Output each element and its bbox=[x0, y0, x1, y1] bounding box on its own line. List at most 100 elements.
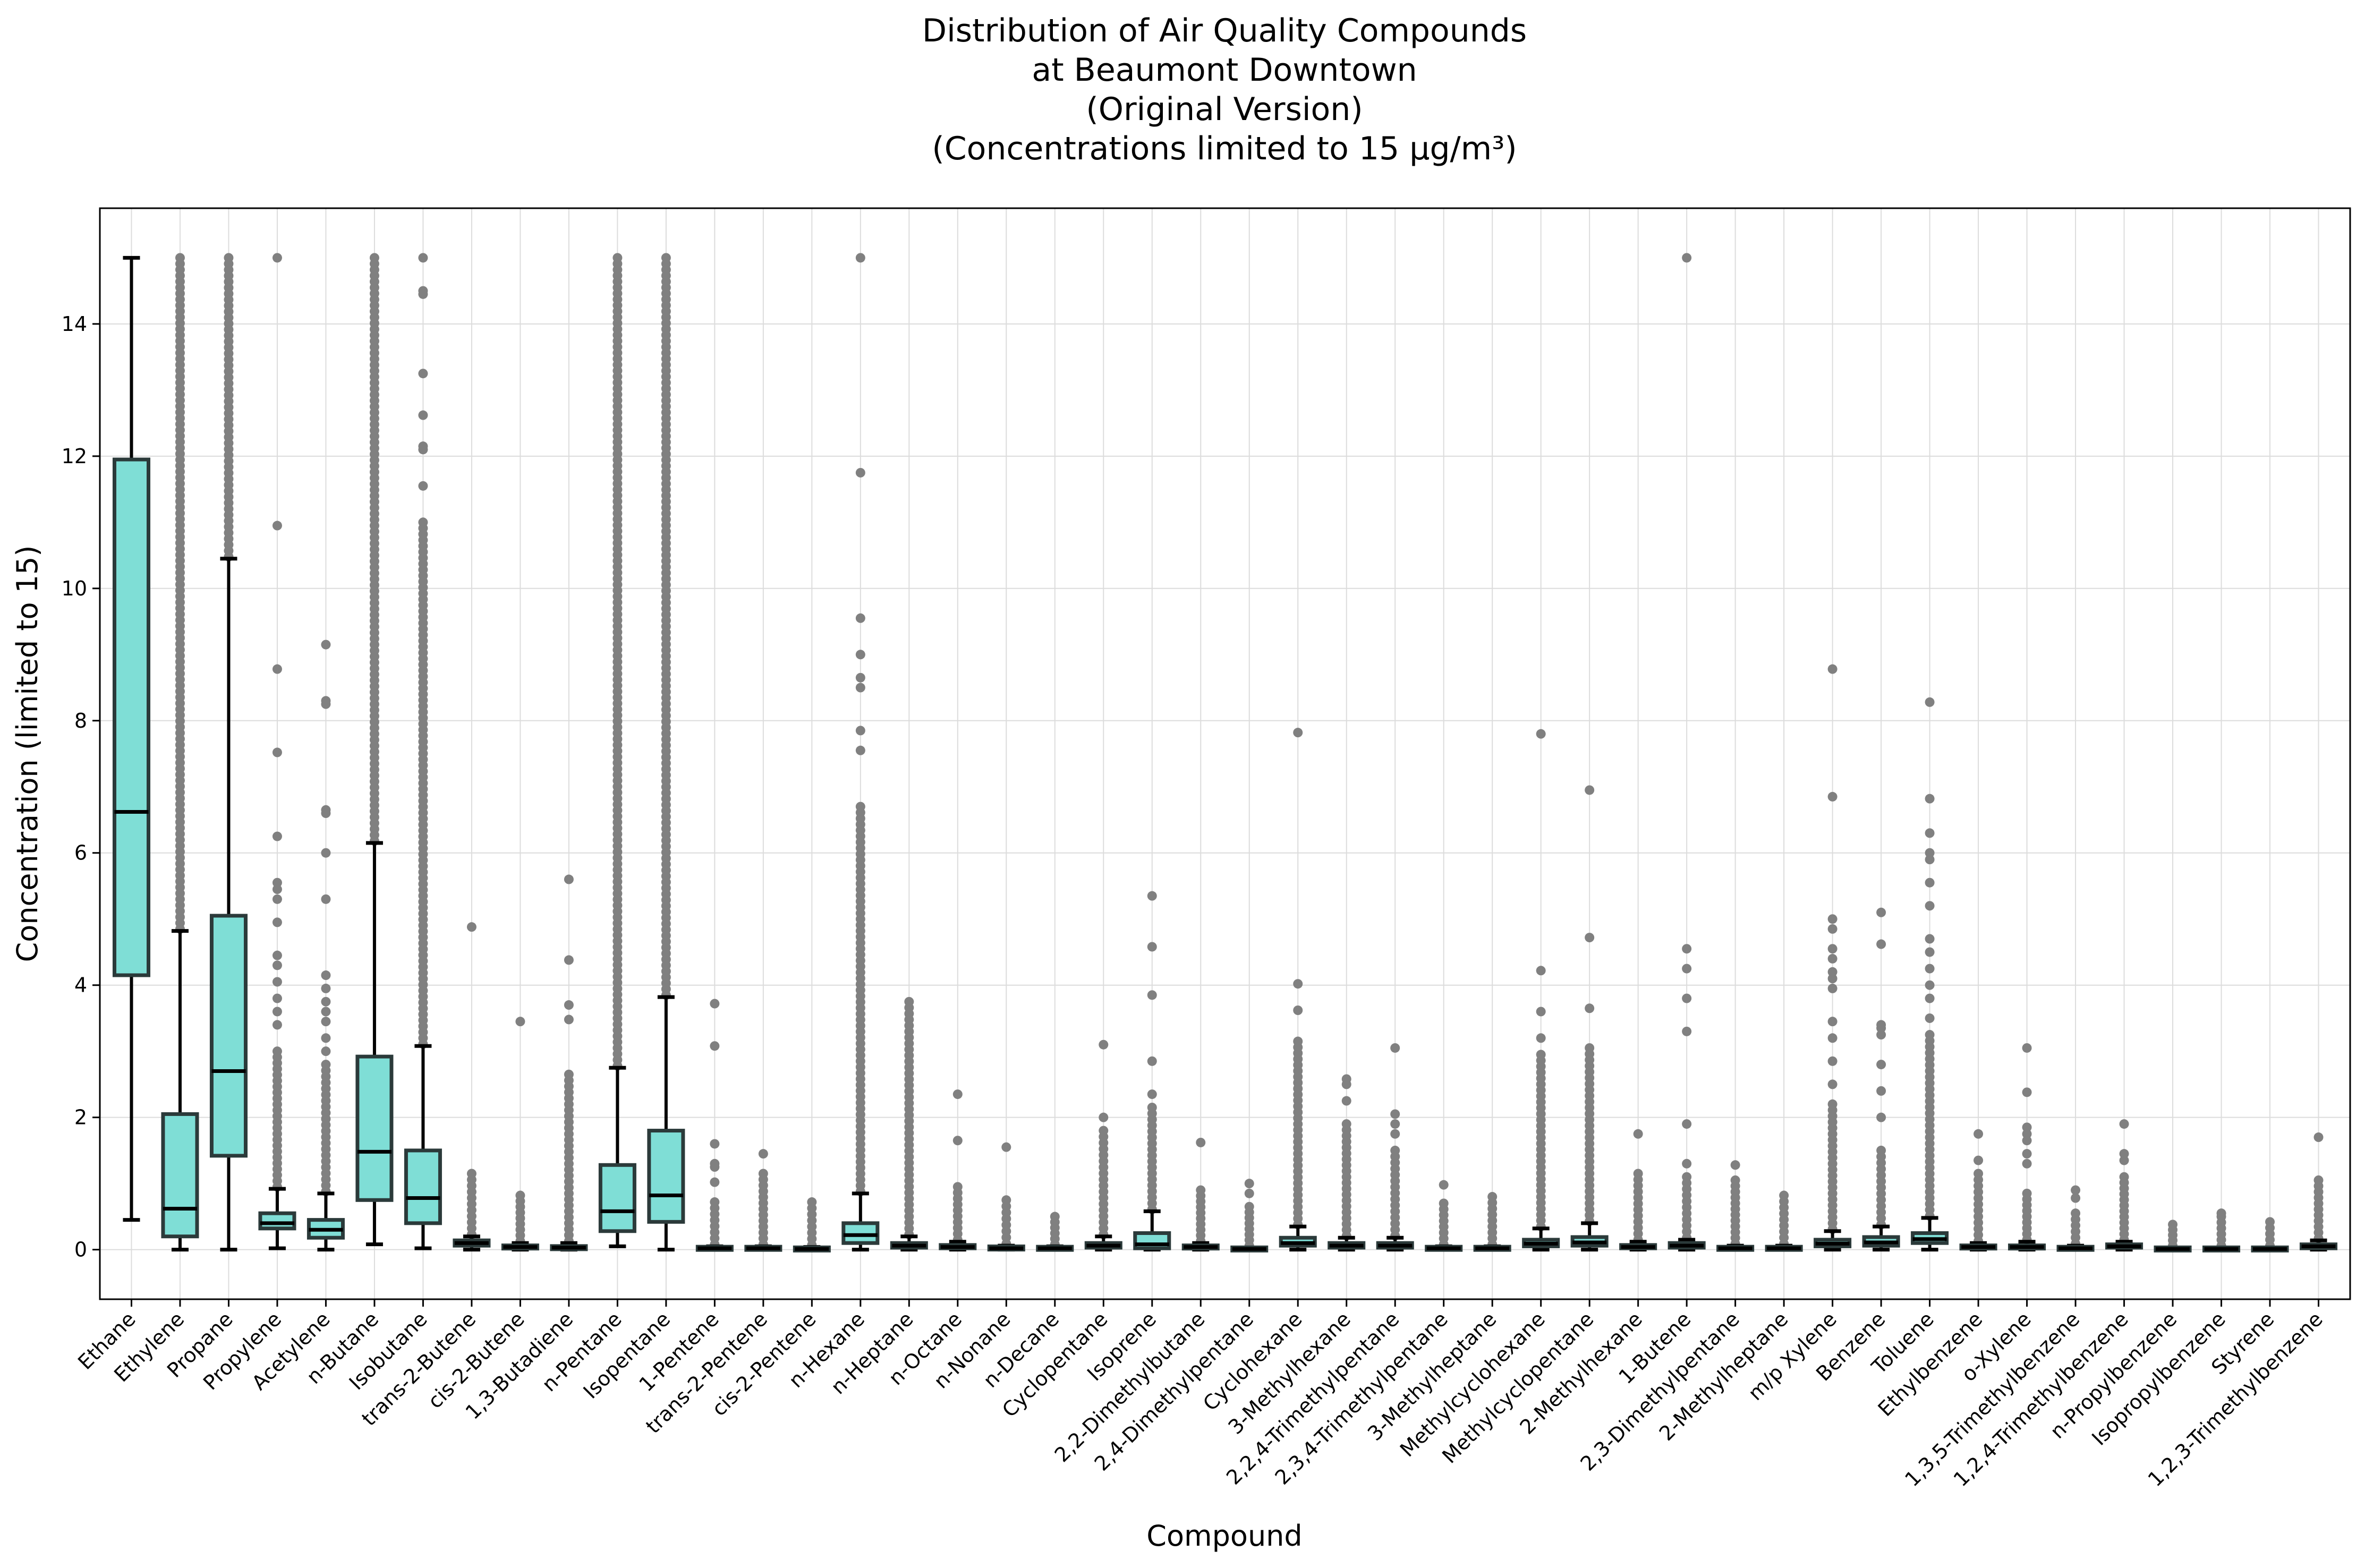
outlier-point bbox=[1390, 1043, 1400, 1053]
y-tick-label: 12 bbox=[62, 445, 87, 468]
y-tick-label: 4 bbox=[74, 974, 87, 997]
outlier-point bbox=[1341, 1119, 1351, 1129]
box-group bbox=[112, 255, 150, 1222]
y-axis-label: Concentration (limited to 15) bbox=[11, 546, 44, 962]
iqr-box bbox=[841, 1221, 880, 1245]
outlier-point bbox=[1925, 947, 1935, 957]
box-group bbox=[987, 1142, 1025, 1252]
outlier-point bbox=[2022, 1129, 2032, 1139]
box-group bbox=[1522, 729, 1560, 1252]
outlier-point bbox=[321, 996, 331, 1007]
outlier-point bbox=[1827, 967, 1837, 977]
box-group bbox=[550, 874, 588, 1252]
outlier-point bbox=[321, 1060, 331, 1070]
outlier-point bbox=[1876, 1145, 1886, 1155]
outlier-point bbox=[1536, 729, 1546, 739]
outlier-point bbox=[1827, 1079, 1837, 1089]
outlier-point bbox=[1244, 1179, 1254, 1189]
outlier-point bbox=[855, 253, 865, 263]
outlier-point bbox=[952, 1182, 963, 1192]
outlier-point bbox=[1487, 1192, 1498, 1202]
outlier-point bbox=[564, 1015, 574, 1025]
outlier-point bbox=[1827, 664, 1837, 674]
outlier-point bbox=[369, 253, 379, 263]
outlier-point bbox=[1585, 933, 1595, 943]
outlier-point bbox=[2119, 1149, 2129, 1159]
outlier-point bbox=[272, 950, 282, 960]
box-group bbox=[2154, 1220, 2192, 1252]
outlier-point bbox=[272, 977, 282, 987]
outlier-point bbox=[466, 1169, 477, 1179]
outlier-point bbox=[1682, 1172, 1692, 1182]
title-line-3: (Original Version) bbox=[1086, 91, 1363, 128]
outlier-point bbox=[855, 683, 865, 693]
outlier-point bbox=[272, 521, 282, 531]
outlier-point bbox=[1244, 1201, 1254, 1212]
outlier-point bbox=[1147, 1056, 1157, 1066]
outlier-point bbox=[710, 1162, 720, 1172]
box-group bbox=[2008, 1043, 2046, 1252]
outlier-point bbox=[1293, 728, 1303, 738]
outlier-point bbox=[2119, 1172, 2129, 1182]
outlier-point bbox=[1001, 1142, 1011, 1152]
outlier-point bbox=[1876, 907, 1886, 917]
outlier-point bbox=[564, 874, 574, 884]
outlier-point bbox=[272, 894, 282, 904]
outlier-point bbox=[1682, 1158, 1692, 1169]
outlier-point bbox=[1827, 953, 1837, 964]
box-group bbox=[501, 1017, 539, 1252]
outlier-point bbox=[1925, 901, 1935, 911]
box-group bbox=[1279, 728, 1317, 1252]
outlier-point bbox=[2119, 1119, 2129, 1129]
outlier-point bbox=[272, 993, 282, 1003]
outlier-point bbox=[1925, 1013, 1935, 1023]
box-group bbox=[1570, 785, 1609, 1252]
box-group bbox=[1084, 1039, 1122, 1252]
outlier-point bbox=[1876, 1023, 1886, 1033]
outlier-point bbox=[952, 1089, 963, 1100]
outlier-point bbox=[1633, 1169, 1643, 1179]
outlier-point bbox=[321, 1033, 331, 1043]
outlier-point bbox=[1293, 979, 1303, 989]
outlier-point bbox=[710, 999, 720, 1009]
outlier-point bbox=[1827, 983, 1837, 993]
outlier-point bbox=[758, 1169, 768, 1179]
outlier-point bbox=[1730, 1175, 1740, 1185]
box-group bbox=[2251, 1217, 2289, 1252]
outlier-point bbox=[2168, 1220, 2178, 1230]
outlier-point bbox=[855, 613, 865, 623]
box-group bbox=[307, 640, 345, 1252]
outlier-point bbox=[321, 894, 331, 904]
outlier-point bbox=[321, 699, 331, 709]
box-group bbox=[1911, 697, 1949, 1252]
outlier-point bbox=[418, 481, 428, 491]
box-group bbox=[258, 253, 296, 1250]
box-group bbox=[1959, 1129, 1997, 1252]
box-group bbox=[209, 253, 248, 1252]
outlier-point bbox=[2071, 1193, 2081, 1203]
outlier-point bbox=[2119, 1155, 2129, 1165]
outlier-point bbox=[1925, 964, 1935, 974]
outlier-point bbox=[1682, 1119, 1692, 1129]
box-group bbox=[1862, 907, 1900, 1252]
outlier-point bbox=[758, 1149, 768, 1159]
outlier-point bbox=[710, 1139, 720, 1149]
outlier-point bbox=[1876, 1060, 1886, 1070]
outlier-point bbox=[2022, 1122, 2032, 1132]
outlier-point bbox=[321, 848, 331, 858]
outlier-point bbox=[321, 1007, 331, 1017]
outlier-point bbox=[2022, 1158, 2032, 1169]
outlier-point bbox=[855, 650, 865, 660]
box-group bbox=[1814, 664, 1852, 1252]
iqr-box bbox=[161, 1112, 199, 1239]
chart-title: Distribution of Air Quality Compounds at… bbox=[922, 12, 1527, 167]
outlier-point bbox=[418, 445, 428, 455]
outlier-point bbox=[272, 747, 282, 757]
outlier-point bbox=[1536, 1050, 1546, 1060]
outlier-point bbox=[807, 1197, 817, 1207]
outlier-point bbox=[418, 253, 428, 263]
box-group bbox=[939, 1089, 977, 1252]
iqr-box bbox=[209, 914, 248, 1158]
title-line-4: (Concentrations limited to 15 µg/m³) bbox=[932, 130, 1517, 167]
outlier-point bbox=[612, 253, 623, 263]
